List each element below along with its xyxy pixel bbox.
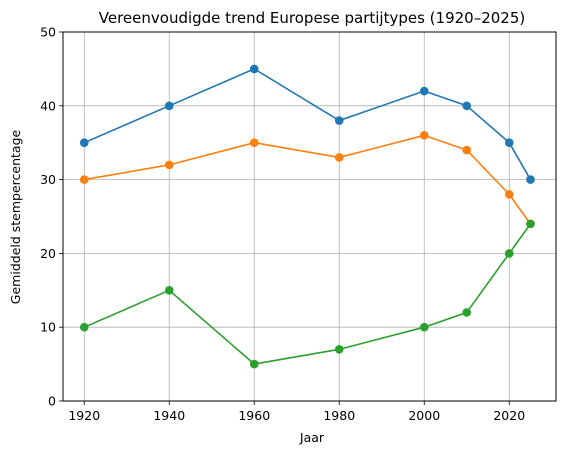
grid-lines	[63, 31, 556, 402]
x-tick-label: 1980	[323, 408, 355, 423]
data-point	[164, 160, 174, 170]
data-point	[249, 64, 259, 74]
series-3	[79, 219, 535, 369]
y-tick-label: 30	[40, 172, 56, 187]
series-2	[79, 131, 535, 229]
data-point	[164, 286, 174, 295]
series-1	[79, 64, 535, 184]
data-point	[462, 101, 472, 111]
series-line	[83, 68, 532, 180]
series-layer	[79, 64, 535, 369]
x-axis-label: Jaar	[299, 430, 325, 445]
data-point	[79, 138, 89, 147]
x-tick-label: 2000	[408, 408, 440, 423]
data-point	[504, 190, 514, 199]
y-axis-label: Gemiddeld stempercentage	[8, 129, 23, 304]
series-line	[84, 134, 532, 225]
y-tick-label: 10	[40, 320, 56, 335]
y-tick-label: 0	[48, 394, 56, 409]
data-point	[249, 359, 259, 369]
data-point	[79, 322, 89, 332]
x-tick-label: 1920	[68, 408, 100, 423]
data-point	[334, 116, 344, 125]
data-point	[79, 175, 89, 184]
data-point	[526, 219, 535, 229]
data-point	[249, 138, 259, 147]
data-point	[419, 131, 429, 140]
y-tick-label: 20	[40, 246, 56, 261]
data-point	[526, 175, 535, 184]
axis-ticks: 1920 1940 1960 1980 2000 2020 0 10 20 30 40 50	[40, 25, 525, 424]
chart-title: Vereenvoudigde trend Europese partijtype…	[99, 9, 525, 27]
x-tick-label: 1960	[238, 408, 270, 423]
data-point	[334, 153, 344, 162]
series-line	[83, 223, 532, 365]
data-point	[504, 138, 514, 147]
data-point	[334, 345, 344, 354]
data-point	[164, 101, 174, 111]
y-tick-label: 40	[40, 98, 56, 113]
data-point	[462, 145, 472, 155]
data-point	[504, 249, 514, 258]
x-tick-label: 1940	[153, 408, 185, 423]
x-tick-label: 2020	[493, 408, 525, 423]
data-point	[419, 86, 429, 96]
plot-frame	[62, 31, 557, 402]
y-tick-label: 50	[40, 25, 56, 40]
data-point	[419, 322, 429, 332]
data-point	[462, 308, 472, 317]
